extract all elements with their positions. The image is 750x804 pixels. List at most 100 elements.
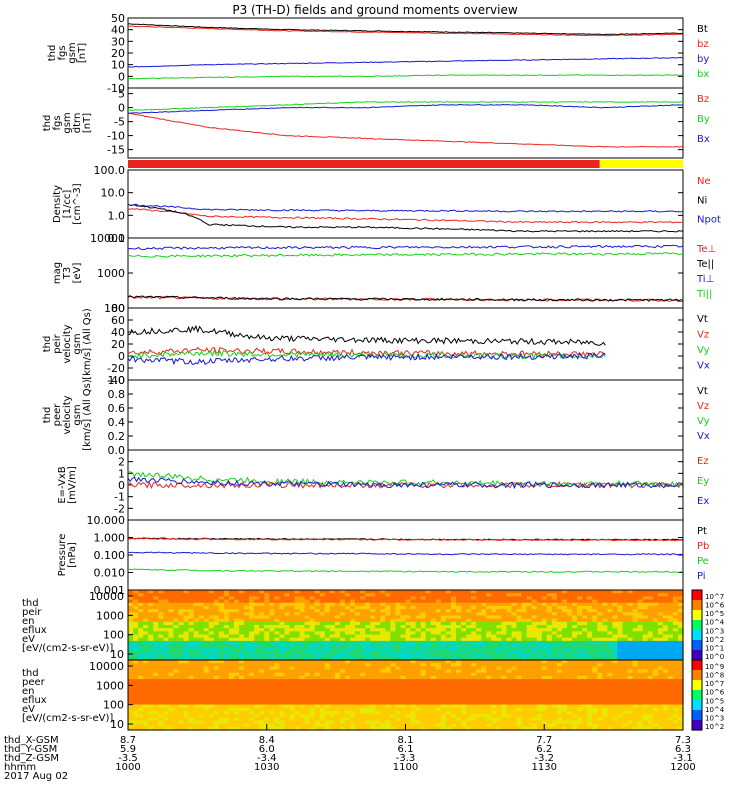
colorbar-cell [692,620,702,631]
series-line-by [128,57,683,67]
legend-entry: Npot [697,215,721,226]
series-line-Ni [128,204,683,232]
series-line-Bz [128,113,683,147]
panel-frame [128,308,683,380]
y-axis-label: thdpeirvelocitygsm[km/s] (All Qs) [42,308,93,380]
series-line-Bt [128,24,683,35]
legend-entry: Vx [697,361,710,372]
panel-frame [128,520,683,590]
colorbar-tick-label: 10^7 [705,593,724,601]
y-tick-label: 0.2 [108,430,126,443]
mode-bar-segment [128,160,600,168]
legend-entry: By [697,114,710,125]
y-tick-label: 100.0 [94,164,126,177]
y-tick-label: 0.010 [94,567,126,580]
y-axis-label: E=-VxB[mV/m] [57,466,78,504]
colorbar-tick-label: 10^2 [705,636,724,644]
panel-frame [128,380,683,450]
y-axis-label-line: [nT] [82,113,93,133]
y-tick-label: 0.100 [94,549,126,562]
legend-entry: bz [697,39,709,50]
legend-entry: Ti|| [696,289,712,300]
y-tick-label: 5 [118,88,125,101]
y-axis-label: thdfgsgsm[nT] [47,42,88,63]
panel-frame [128,170,683,238]
series-line-Bx [128,105,683,114]
legend-entry: Ey [697,476,709,487]
y-axis-label: thdpeervelocitygsm[km/s] (All Qs) [42,379,93,451]
legend-entry: Vt [697,386,708,397]
series-line-Ti⊥ [128,245,683,249]
y-tick-label: 10.000 [87,514,126,527]
y-tick-label: 1.0 [108,374,126,387]
panel-peir-spectrogram: 1000010001001010^710^610^510^410^310^210… [22,590,725,661]
legend-entry: Ex [697,496,709,507]
y-tick-label: 0.4 [108,416,126,429]
legend-entry: Pe [697,556,709,567]
series-line-Npot [128,204,683,212]
y-tick-label: 1.000 [94,532,126,545]
y-axis-label: thdfgsgsmdtrn[nT] [42,112,93,133]
y-tick-label: -15 [107,144,125,157]
legend-entry: Bt [697,24,708,35]
legend-entry: Vx [697,431,710,442]
series-line-Vt [128,326,605,345]
colorbar-tick-label: 10^5 [705,610,724,618]
colorbar-tick-label: 10^3 [705,627,724,635]
legend-entry: Ez [697,456,709,467]
legend-entry: bx [697,69,709,80]
legend-entry: Te⊥ [696,244,716,255]
y-axis-label-line: [eV/(cm2-s-sr-eV)] [22,643,113,654]
legend-entry: Te|| [696,259,714,270]
series-line-bx [128,75,683,79]
panel-peer-velocity: 1.00.80.60.40.20.0thdpeervelocitygsm[km/… [42,374,710,457]
colorbar-tick-label: 10^0 [705,653,724,661]
y-axis-label-line: [eV] [72,263,83,284]
legend-entry: Pb [697,541,709,552]
panel-peer-spectrogram: 1000010001001010^910^810^710^610^510^410… [22,660,725,731]
colorbar-tick-label: 10^1 [705,644,724,652]
y-tick-label: 10000 [89,590,124,603]
y-axis-label: Pressure[nPa] [57,534,78,577]
legend-entry: Vy [697,345,710,356]
figure-title: P3 (TH-D) fields and ground moments over… [232,3,517,17]
legend-entry: Ni [697,195,707,206]
y-tick-label: -5 [114,116,125,129]
legend-entry: Vz [697,401,709,412]
y-tick-label: 0.8 [108,388,126,401]
y-axis-label-line: [nT] [77,43,88,63]
y-tick-label: 10.0 [101,187,126,200]
y-axis-label-line: [km/s] (All Qs) [82,308,93,380]
panel-density: 100.010.01.00.1Density[1/cc][cm^-3]NeNiN… [52,164,721,245]
colorbar-cell [692,610,702,621]
colorbar-cell [692,650,702,661]
y-tick-label: 0 [118,102,125,115]
y-tick-label: 100 [103,629,124,642]
colorbar-cell [692,640,702,651]
panel-mode-bar [128,160,683,168]
colorbar-tick-label: 10^4 [705,619,725,627]
legend-entry: Bz [697,94,709,105]
colorbar-tick-label: 10^6 [705,602,725,610]
y-tick-label: 1000 [97,267,125,280]
mode-bar-segment [600,160,683,168]
legend-entry: Pi [697,571,706,582]
y-tick-label: 1.0 [108,209,126,222]
y-tick-label: 0.6 [108,402,126,415]
legend-entry: Vy [697,416,710,427]
legend-entry: Bx [697,134,710,145]
panel-peir-velocity: 806040200-20-40thdpeirvelocitygsm[km/s] … [42,302,710,387]
series-line-Ti|| [128,253,683,258]
panel-frame [128,88,683,158]
legend-entry: Pt [697,526,707,537]
panel-pressure: 10.0001.0000.1000.0100.001Pressure[nPa]P… [57,514,709,597]
y-axis-label: Density[1/cc][cm^-3] [52,183,83,224]
series-line-Pi [128,552,683,555]
y-tick-label: 1000 [96,609,124,622]
